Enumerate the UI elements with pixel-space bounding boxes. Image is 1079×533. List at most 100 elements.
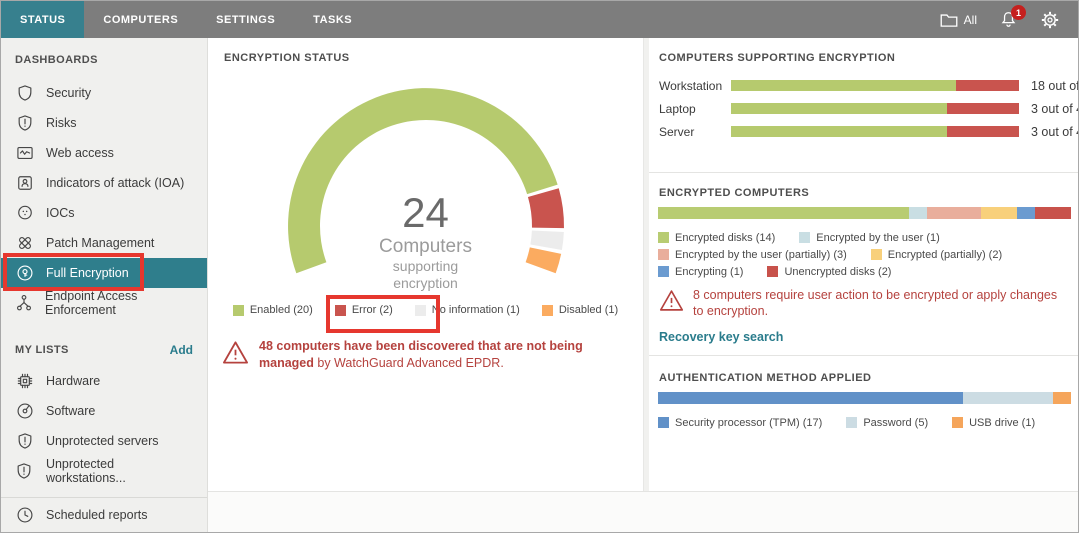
sidebar-item-label: Unprotected workstations... bbox=[45, 457, 126, 485]
sidebar-item-scheduled-reports[interactable]: Scheduled reports bbox=[1, 498, 207, 532]
encrypted-legend-item-unencrypted-disks[interactable]: Unencrypted disks (2) bbox=[767, 265, 891, 278]
stack-segment-security-processor-tpm bbox=[658, 392, 964, 404]
supporting-row-laptop: Laptop 3 out of 4 bbox=[649, 97, 1078, 120]
sidebar-item-full-encryption[interactable]: Full Encryption bbox=[1, 258, 207, 288]
auth-legend-item-usb-drive[interactable]: USB drive (1) bbox=[952, 416, 1035, 429]
recovery-key-search-link[interactable]: Recovery key search bbox=[659, 330, 784, 344]
sidebar-item-unprotected-servers[interactable]: Unprotected servers bbox=[1, 426, 207, 456]
supporting-row-label: Workstation bbox=[659, 78, 723, 93]
encrypted-legend-item-encrypted-partially[interactable]: Encrypted (partially) (2) bbox=[870, 248, 1003, 261]
computers-supporting-encryption-title: COMPUTERS SUPPORTING ENCRYPTION bbox=[659, 52, 896, 64]
bar-segment-not-supported bbox=[947, 103, 1019, 114]
sidebar-item-security[interactable]: Security bbox=[1, 78, 207, 108]
sidebar-item-label: Scheduled reports bbox=[46, 508, 148, 522]
sidebar-section-header: DASHBOARDS bbox=[1, 50, 207, 70]
supporting-row-bar[interactable] bbox=[731, 126, 1019, 137]
gauge-legend-item-enabled[interactable]: Enabled (20) bbox=[232, 304, 313, 316]
bar-segment-not-supported bbox=[947, 126, 1019, 137]
legend-label: Security processor (TPM) (17) bbox=[675, 416, 823, 429]
supporting-row-bar[interactable] bbox=[731, 80, 1019, 91]
stack-segment-unencrypted-disks bbox=[1035, 207, 1071, 219]
encrypted-computers-bar[interactable] bbox=[658, 207, 1071, 219]
encrypted-computers-title: ENCRYPTED COMPUTERS bbox=[659, 187, 810, 199]
encrypted-legend-item-encrypting[interactable]: Encrypting (1) bbox=[658, 265, 743, 278]
top-navigation: STATUS COMPUTERS SETTINGS TASKS All 1 bbox=[1, 1, 1078, 38]
gauge-segment-no-information[interactable] bbox=[530, 230, 564, 251]
web-icon bbox=[14, 143, 35, 164]
shield-alert-icon bbox=[14, 431, 35, 452]
legend-label: USB drive (1) bbox=[969, 416, 1036, 429]
warning-triangle-icon bbox=[222, 340, 249, 365]
add-list-link[interactable]: Add bbox=[169, 343, 193, 357]
encrypted-computers-legend: Encrypted disks (14) Encrypted by the use… bbox=[658, 231, 1071, 278]
folder-icon bbox=[940, 12, 958, 28]
sidebar-footer: Scheduled reports bbox=[1, 497, 207, 532]
legend-swatch bbox=[334, 304, 346, 316]
sidebar-item-iocs[interactable]: IOCs bbox=[1, 198, 207, 228]
legend-label: Encrypted (partially) (2) bbox=[887, 248, 1003, 261]
sidebar-item-web-access[interactable]: Web access bbox=[1, 138, 207, 168]
gauge-segment-enabled[interactable] bbox=[288, 88, 558, 274]
authentication-method-title: AUTHENTICATION METHOD APPLIED bbox=[659, 372, 872, 384]
sidebar-item-endpoint-access-enforcement[interactable]: Endpoint Access Enforcement bbox=[1, 288, 207, 318]
legend-label: Unencrypted disks (2) bbox=[784, 265, 892, 278]
gauge-legend-item-no-information[interactable]: No information (1) bbox=[414, 304, 520, 316]
group-filter-all-button[interactable]: All bbox=[940, 12, 977, 28]
sidebar-item-label: Security bbox=[46, 86, 92, 100]
notification-badge: 1 bbox=[1011, 5, 1026, 20]
auth-legend-item-password[interactable]: Password (5) bbox=[846, 416, 928, 429]
gauge-legend-item-disabled[interactable]: Disabled (1) bbox=[541, 304, 618, 316]
gauge-segment-disabled[interactable] bbox=[525, 247, 562, 274]
legend-swatch bbox=[232, 304, 244, 316]
encrypted-legend-item-encrypted-disks[interactable]: Encrypted disks (14) bbox=[658, 231, 775, 244]
bar-segment-supported bbox=[731, 103, 947, 114]
auth-legend-item-security-processor-tpm[interactable]: Security processor (TPM) (17) bbox=[658, 416, 822, 429]
nav-tab-computers[interactable]: COMPUTERS bbox=[103, 13, 179, 26]
authentication-method-bar[interactable] bbox=[658, 392, 1071, 404]
unmanaged-computers-warning-text: 48 computers have been discovered that a… bbox=[259, 339, 583, 370]
authentication-method-section: AUTHENTICATION METHOD APPLIED Security p… bbox=[649, 356, 1078, 491]
nav-tab-settings[interactable]: SETTINGS bbox=[216, 13, 276, 26]
nav-tab-status[interactable]: STATUS bbox=[1, 1, 85, 38]
sidebar-item-software[interactable]: Software bbox=[1, 396, 207, 426]
sidebar-section-my-lists: MY LISTS Add Hardware Software Unprotected s… bbox=[1, 340, 207, 486]
encrypted-legend-item-encrypted-by-the-user[interactable]: Encrypted by the user (1) bbox=[799, 231, 940, 244]
sidebar-section-header: MY LISTS Add bbox=[1, 340, 207, 360]
bar-segment-not-supported bbox=[956, 80, 1019, 91]
authentication-method-legend: Security processor (TPM) (17) Password (5… bbox=[658, 416, 1071, 429]
user-action-warning-text: 8 computers require user action to be en… bbox=[693, 288, 1058, 318]
supporting-row-bar[interactable] bbox=[731, 103, 1019, 114]
encryption-status-gauge[interactable] bbox=[218, 59, 634, 299]
sidebar-item-unprotected-workstations[interactable]: Unprotected workstations... bbox=[1, 456, 207, 486]
computers-supporting-encryption-section: COMPUTERS SUPPORTING ENCRYPTION Workstat… bbox=[649, 38, 1078, 173]
sidebar-item-risks[interactable]: Risks bbox=[1, 108, 207, 138]
legend-label: Encrypted disks (14) bbox=[675, 231, 776, 244]
disc-icon bbox=[14, 401, 35, 422]
sidebar-item-indicators-of-attack-ioa[interactable]: Indicators of attack (IOA) bbox=[1, 168, 207, 198]
bar-segment-supported bbox=[731, 126, 947, 137]
legend-label: Enabled (20) bbox=[249, 304, 313, 316]
stack-segment-encrypted-partially bbox=[981, 207, 1018, 219]
sidebar-item-label: IOCs bbox=[46, 206, 75, 220]
gauge-legend-item-error[interactable]: Error (2) bbox=[325, 295, 440, 333]
supporting-row-label: Laptop bbox=[659, 101, 696, 116]
settings-button[interactable] bbox=[1040, 10, 1060, 30]
sidebar-item-patch-management[interactable]: Patch Management bbox=[1, 228, 207, 258]
endpoint-icon bbox=[14, 293, 34, 314]
user-action-warning: 8 computers require user action to be en… bbox=[659, 287, 1070, 319]
patch-icon bbox=[14, 233, 35, 254]
notifications-button[interactable]: 1 bbox=[999, 5, 1026, 29]
warning-triangle-icon bbox=[659, 289, 684, 312]
encrypted-legend-item-encrypted-by-the-user-partially[interactable]: Encrypted by the user (partially) (3) bbox=[658, 248, 847, 261]
sidebar-item-label: Software bbox=[46, 404, 96, 418]
gear-icon bbox=[1040, 10, 1060, 30]
shield-alert-icon bbox=[14, 461, 35, 482]
legend-swatch bbox=[541, 304, 553, 316]
legend-swatch bbox=[658, 249, 669, 260]
legend-swatch bbox=[414, 304, 426, 316]
gauge-segment-error[interactable] bbox=[527, 188, 564, 229]
sidebar-item-hardware[interactable]: Hardware bbox=[1, 366, 207, 396]
nav-tab-tasks[interactable]: TASKS bbox=[313, 13, 353, 26]
nav-tabs: STATUS COMPUTERS SETTINGS TASKS bbox=[1, 1, 371, 38]
sidebar-section-title: DASHBOARDS bbox=[15, 54, 98, 66]
